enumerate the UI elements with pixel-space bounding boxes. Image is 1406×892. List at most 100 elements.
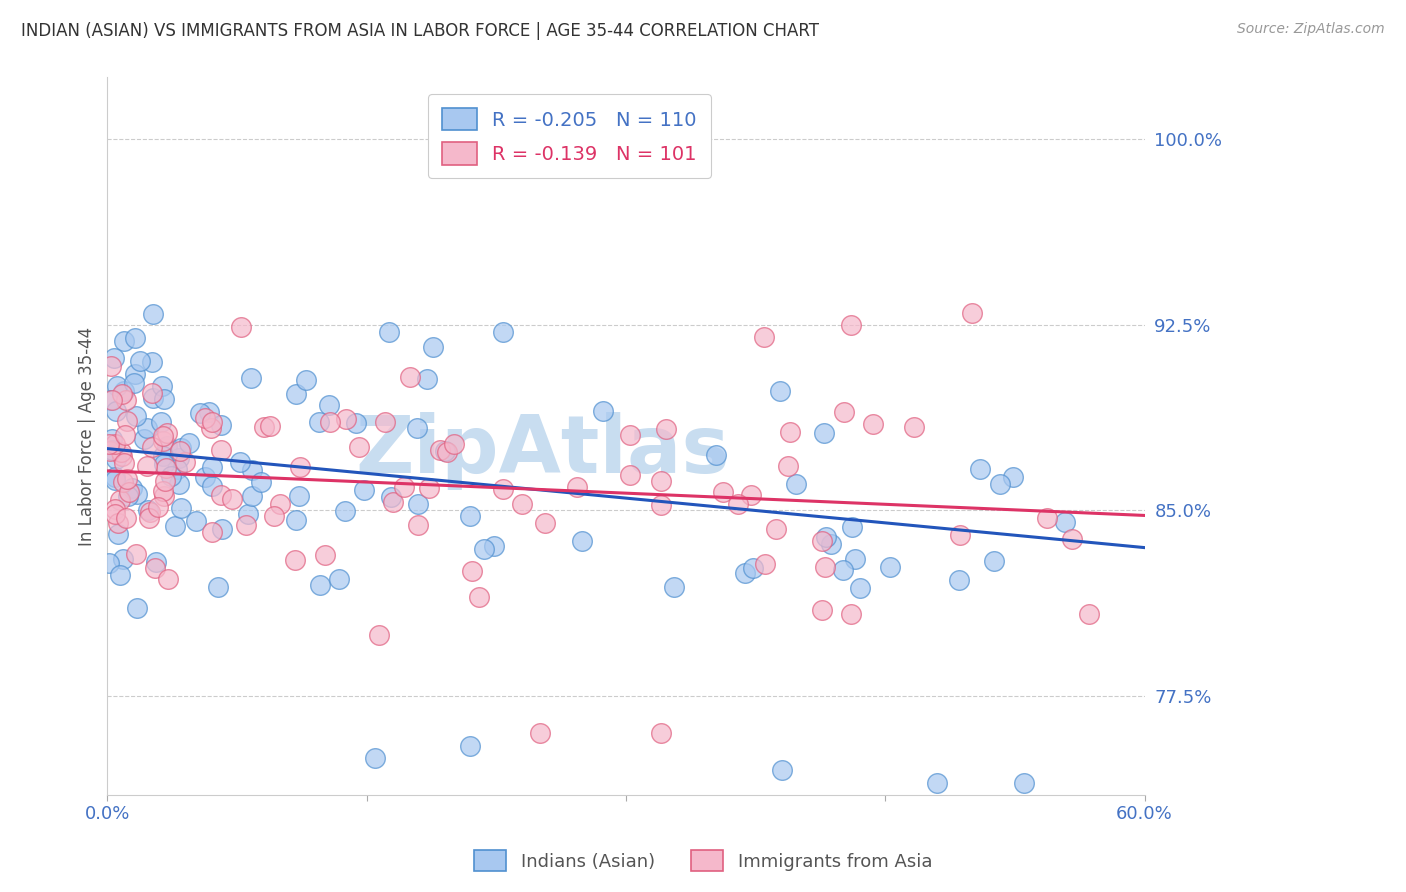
Point (125, 409, 148, 424)
Point (374, 415, 396, 429)
Point (153, 392, 176, 406)
Point (145, 555, 167, 569)
Point (335, 411, 357, 425)
Point (115, 472, 138, 486)
Point (163, 519, 186, 533)
Point (112, 457, 135, 471)
Point (988, 476, 1011, 491)
Point (221, 491, 243, 506)
Point (127, 486, 149, 500)
Point (285, 513, 308, 527)
Point (461, 565, 484, 579)
Point (112, 384, 135, 399)
Point (194, 411, 217, 425)
Point (186, 515, 208, 529)
Point (510, 497, 533, 511)
Point (98, 556, 121, 570)
Point (318, 416, 340, 430)
Point (125, 600, 148, 615)
Point (492, 482, 515, 496)
Point (138, 511, 160, 525)
Point (468, 591, 491, 605)
Point (209, 443, 232, 458)
Point (706, 448, 728, 462)
Point (110, 567, 132, 582)
Point (200, 421, 222, 435)
Point (170, 441, 193, 455)
Point (662, 580, 685, 594)
Point (100, 359, 122, 373)
Point (169, 443, 191, 458)
Point (136, 458, 159, 473)
Point (170, 501, 193, 516)
Point (103, 351, 125, 365)
Point (152, 484, 174, 499)
Point (565, 480, 588, 494)
Point (785, 477, 807, 491)
Point (153, 474, 176, 488)
Point (814, 530, 837, 544)
Point (458, 508, 481, 523)
Point (121, 481, 143, 495)
Point (111, 475, 134, 490)
Point (101, 432, 124, 446)
Point (124, 368, 146, 382)
Point (619, 468, 641, 483)
Point (443, 437, 465, 451)
Legend: Indians (Asian), Immigrants from Asia: Indians (Asian), Immigrants from Asia (467, 843, 939, 879)
Point (150, 379, 173, 393)
Point (107, 527, 129, 541)
Point (190, 407, 212, 421)
Point (240, 371, 263, 385)
Point (380, 490, 402, 504)
Point (104, 437, 127, 451)
Point (1054, 515, 1077, 529)
Point (269, 497, 291, 511)
Point (839, 318, 862, 332)
Point (125, 547, 148, 561)
Point (377, 325, 399, 339)
Point (285, 387, 308, 401)
Point (129, 354, 152, 368)
Point (754, 330, 776, 344)
Point (104, 507, 127, 521)
Point (983, 554, 1005, 568)
Point (115, 511, 138, 525)
Point (149, 415, 172, 429)
Point (231, 320, 253, 334)
Point (110, 445, 132, 459)
Point (156, 426, 179, 441)
Point (839, 607, 862, 621)
Point (152, 434, 174, 448)
Point (314, 549, 336, 563)
Point (259, 418, 281, 433)
Point (813, 426, 835, 441)
Point (948, 574, 970, 588)
Point (769, 384, 792, 399)
Point (152, 429, 174, 443)
Point (122, 376, 145, 390)
Point (104, 470, 127, 484)
Point (814, 559, 837, 574)
Point (335, 503, 357, 517)
Point (114, 427, 136, 442)
Point (589, 128, 612, 142)
Point (118, 484, 141, 499)
Point (811, 533, 834, 548)
Point (111, 449, 134, 463)
Point (734, 566, 756, 581)
Point (408, 518, 430, 533)
Point (349, 440, 371, 454)
Point (167, 450, 190, 465)
Point (844, 551, 866, 566)
Point (105, 451, 128, 466)
Point (592, 404, 614, 418)
Point (142, 307, 165, 321)
Point (263, 508, 285, 523)
Point (105, 379, 128, 393)
Point (927, 775, 949, 789)
Point (201, 459, 224, 474)
Point (194, 470, 217, 484)
Point (1036, 511, 1059, 525)
Point (143, 561, 166, 575)
